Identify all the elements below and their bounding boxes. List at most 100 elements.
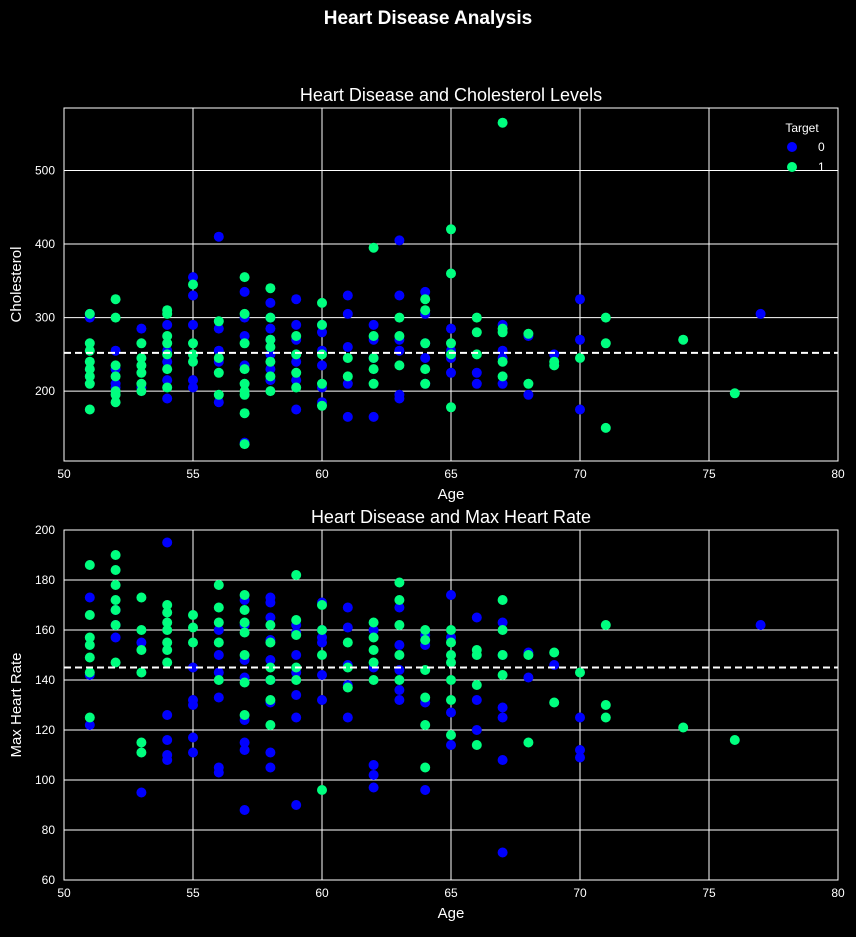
data-point-target-1 — [110, 550, 121, 560]
data-point-target-1 — [729, 735, 740, 745]
data-point-target-1 — [291, 382, 302, 393]
x-tick-label: 65 — [444, 467, 458, 481]
data-point-target-1 — [600, 712, 611, 723]
data-point-target-1 — [213, 389, 224, 400]
data-point-target-0 — [446, 707, 456, 718]
data-point-target-0 — [188, 700, 198, 710]
data-point-target-1 — [420, 378, 431, 389]
data-point-target-1 — [368, 657, 379, 668]
data-point-target-0 — [162, 735, 173, 745]
data-point-target-1 — [471, 680, 482, 690]
data-point-target-0 — [394, 290, 405, 301]
data-point-target-0 — [291, 356, 302, 367]
data-point-target-1 — [523, 378, 534, 389]
data-point-target-1 — [265, 637, 276, 648]
data-point-target-0 — [575, 294, 585, 305]
data-point-target-1 — [239, 627, 250, 638]
data-point-target-0 — [213, 397, 224, 408]
data-point-target-1 — [600, 338, 611, 349]
data-point-target-0 — [471, 612, 482, 623]
data-point-target-1 — [368, 617, 379, 628]
data-point-target-1 — [342, 682, 353, 693]
data-point-target-0 — [342, 290, 353, 301]
data-point-target-0 — [446, 590, 456, 600]
data-point-target-1 — [446, 650, 456, 660]
data-point-target-0 — [213, 692, 224, 703]
data-point-target-1 — [368, 378, 379, 389]
data-point-target-1 — [394, 620, 405, 630]
data-point-target-1 — [420, 294, 431, 305]
data-point-target-0 — [523, 672, 534, 683]
data-point-target-0 — [575, 404, 585, 415]
data-point-target-1 — [136, 367, 147, 378]
data-point-target-1 — [162, 331, 173, 341]
data-point-target-1 — [84, 667, 95, 678]
legend-label: 1 — [818, 160, 825, 174]
data-point-target-0 — [239, 737, 250, 748]
data-point-target-0 — [420, 286, 431, 297]
data-point-target-0 — [188, 272, 198, 283]
data-point-target-0 — [497, 617, 508, 628]
data-point-target-0 — [162, 537, 173, 548]
data-point-target-1 — [239, 590, 250, 600]
data-point-target-1 — [523, 650, 534, 660]
data-point-target-1 — [549, 697, 560, 708]
data-point-target-1 — [265, 695, 276, 705]
data-point-target-1 — [342, 353, 353, 363]
data-point-target-1 — [110, 360, 121, 371]
data-point-target-1 — [239, 677, 250, 688]
data-point-target-1 — [394, 650, 405, 660]
data-point-target-1 — [84, 356, 95, 367]
data-point-target-1 — [213, 675, 224, 685]
data-point-target-1 — [317, 349, 327, 360]
data-point-target-0 — [188, 662, 198, 673]
data-point-target-1 — [291, 349, 302, 360]
data-point-target-0 — [368, 770, 379, 780]
data-point-target-1 — [523, 328, 534, 339]
x-tick-label: 65 — [444, 886, 458, 900]
data-point-target-0 — [188, 319, 198, 330]
data-point-target-0 — [265, 612, 276, 623]
data-point-target-0 — [575, 745, 585, 755]
data-point-target-1 — [291, 570, 302, 580]
data-point-target-0 — [497, 378, 508, 389]
data-point-target-1 — [162, 617, 173, 628]
data-point-target-0 — [136, 787, 147, 798]
x-tick-label: 50 — [57, 886, 71, 900]
data-point-target-1 — [368, 675, 379, 685]
data-point-target-1 — [188, 279, 198, 290]
y-tick-label: 120 — [35, 723, 55, 737]
data-point-target-1 — [110, 657, 121, 668]
data-point-target-1 — [110, 294, 121, 305]
data-point-target-0 — [291, 800, 302, 810]
data-point-target-0 — [394, 235, 405, 246]
data-point-target-1 — [239, 308, 250, 319]
x-tick-label: 80 — [831, 886, 845, 900]
data-point-target-1 — [265, 662, 276, 673]
data-point-target-0 — [575, 752, 585, 763]
y-axis-label: Max Heart Rate — [8, 652, 25, 757]
data-point-target-1 — [84, 308, 95, 319]
y-tick-label: 200 — [35, 384, 55, 398]
data-point-target-1 — [368, 331, 379, 341]
data-point-target-1 — [368, 242, 379, 253]
data-point-target-1 — [265, 312, 276, 323]
data-point-target-0 — [213, 767, 224, 778]
legend-marker-0 — [787, 142, 797, 152]
data-point-target-0 — [239, 286, 250, 297]
legend: Target 0 1 — [785, 121, 825, 174]
data-point-target-1 — [239, 408, 250, 419]
data-point-target-1 — [136, 592, 147, 603]
y-tick-label: 140 — [35, 673, 55, 687]
data-point-target-1 — [162, 637, 173, 648]
data-point-target-1 — [265, 356, 276, 367]
data-point-target-1 — [188, 637, 198, 648]
x-axis-label: Age — [438, 905, 465, 922]
data-point-target-0 — [755, 308, 766, 319]
cholesterol-panel: 50 55 60 65 70 75 80 200 300 400 500 Age Cholesterol… — [8, 85, 845, 503]
data-point-target-0 — [342, 602, 353, 613]
data-point-target-1 — [394, 595, 405, 605]
data-point-target-1 — [446, 268, 456, 279]
data-point-target-1 — [497, 670, 508, 680]
